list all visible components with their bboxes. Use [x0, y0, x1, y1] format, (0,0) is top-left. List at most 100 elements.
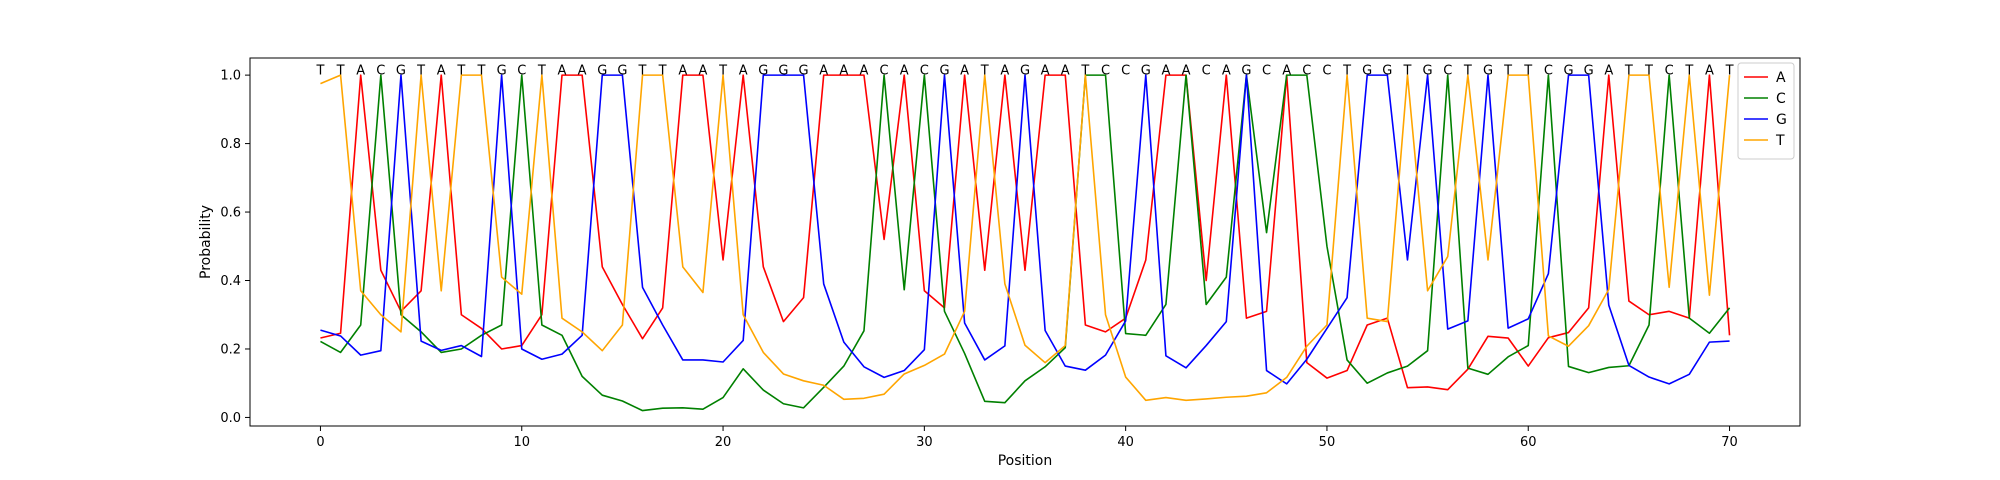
plot-frame [249, 57, 1801, 427]
sequence-letter: T [1523, 64, 1532, 79]
sequence-letter: G [1241, 64, 1251, 79]
sequence-letter: T [336, 64, 345, 79]
sequence-letter: A [1061, 64, 1070, 79]
series-line-A [320, 74, 1731, 391]
sequence-letter: C [920, 64, 929, 79]
sequence-letter: C [1665, 64, 1674, 79]
y-axis: 0.0 0.2 0.4 0.6 0.8 1.0 [220, 69, 250, 426]
y-tick-label: 0.0 [220, 411, 241, 426]
legend-box [1737, 62, 1795, 160]
legend-label-G: G [1776, 112, 1787, 128]
sequence-letter: G [1423, 64, 1433, 79]
sequence-letter: A [1222, 64, 1231, 79]
sequence-letter: C [1262, 64, 1271, 79]
legend-label-C: C [1776, 91, 1786, 107]
series-line-G [320, 74, 1730, 385]
sequence-letter: T [1684, 64, 1693, 79]
sequence-letter: T [638, 64, 647, 79]
sequence-letter: A [1604, 64, 1613, 79]
sequence-letter: T [658, 64, 667, 79]
x-tick-label: 0 [316, 435, 324, 450]
sequence-letter: G [1382, 64, 1392, 79]
sequence-letter: A [839, 64, 848, 79]
sequence-letter: A [1000, 64, 1009, 79]
sequence-letter: A [698, 64, 707, 79]
y-tick-label: 0.6 [220, 206, 241, 221]
sequence-letter: G [497, 64, 507, 79]
sequence-letter: T [1080, 64, 1089, 79]
y-tick-label: 0.4 [220, 274, 241, 289]
x-tick-label: 60 [1520, 435, 1537, 450]
sequence-letter: C [1202, 64, 1211, 79]
sequence-letter: G [939, 64, 949, 79]
sequence-letter: A [356, 64, 365, 79]
sequence-letter: A [437, 64, 446, 79]
sequence-letter: T [477, 64, 486, 79]
sequence-letter: A [1041, 64, 1050, 79]
sequence-letter: G [799, 64, 809, 79]
sequence-letter: G [396, 64, 406, 79]
legend-label-A: A [1776, 70, 1786, 86]
sequence-letter: G [778, 64, 788, 79]
sequence-letter: A [1705, 64, 1714, 79]
series-line-T [320, 74, 1731, 402]
sequence-letter: T [1624, 64, 1633, 79]
sequence-letter: T [1463, 64, 1472, 79]
x-tick-label: 30 [916, 435, 933, 450]
series-layer [320, 74, 1731, 412]
sequence-letter: T [1725, 64, 1734, 79]
sequence-letter: T [1503, 64, 1512, 79]
x-tick-label: 70 [1721, 435, 1738, 450]
sequence-letter: A [558, 64, 567, 79]
sequence-letter: T [718, 64, 727, 79]
sequence-letter: T [537, 64, 546, 79]
sequence-letter: C [1302, 64, 1311, 79]
sequence-letter: T [416, 64, 425, 79]
y-tick-label: 1.0 [220, 69, 241, 84]
x-tick-label: 10 [513, 435, 530, 450]
sequence-letter: G [597, 64, 607, 79]
legend-label-T: T [1775, 133, 1785, 149]
sequence-letter: A [578, 64, 587, 79]
sequence-letter: A [819, 64, 828, 79]
sequence-letter: C [376, 64, 385, 79]
sequence-letter: G [758, 64, 768, 79]
sequence-letter: T [315, 64, 324, 79]
sequence-letter: G [617, 64, 627, 79]
sequence-letter: A [900, 64, 909, 79]
x-axis-title: Position [998, 453, 1053, 469]
plot-background [250, 58, 1800, 426]
sequence-letter: T [456, 64, 465, 79]
x-tick-label: 20 [715, 435, 732, 450]
sequence-letter: A [1282, 64, 1291, 79]
x-tick-label: 40 [1117, 435, 1134, 450]
y-axis-title: Probability [198, 205, 214, 279]
sequence-letter: C [1544, 64, 1553, 79]
sequence-letter: C [1322, 64, 1331, 79]
y-tick-label: 0.8 [220, 137, 241, 152]
sequence-letter: A [1161, 64, 1170, 79]
sequence-letter: G [1141, 64, 1151, 79]
y-tick-label: 0.2 [220, 342, 241, 357]
sequence-letter: A [960, 64, 969, 79]
sequence-letter: C [517, 64, 526, 79]
sequence-letter: T [1644, 64, 1653, 79]
sequence-letter: T [1342, 64, 1351, 79]
sequence-letter: C [1101, 64, 1110, 79]
x-axis: 0 10 20 30 40 50 60 70 [316, 426, 1738, 450]
sequence-letter: T [1402, 64, 1411, 79]
sequence-letter: C [880, 64, 889, 79]
x-tick-label: 50 [1319, 435, 1336, 450]
sequence-letter: C [1121, 64, 1130, 79]
sequence-letter: A [678, 64, 687, 79]
sequence-letter: G [1584, 64, 1594, 79]
sequence-letter: A [860, 64, 869, 79]
series-line-C [320, 74, 1731, 412]
sequence-letter: A [739, 64, 748, 79]
sequence-letter: G [1563, 64, 1573, 79]
sequence-letter: T [980, 64, 989, 79]
sequence-letter: G [1483, 64, 1493, 79]
